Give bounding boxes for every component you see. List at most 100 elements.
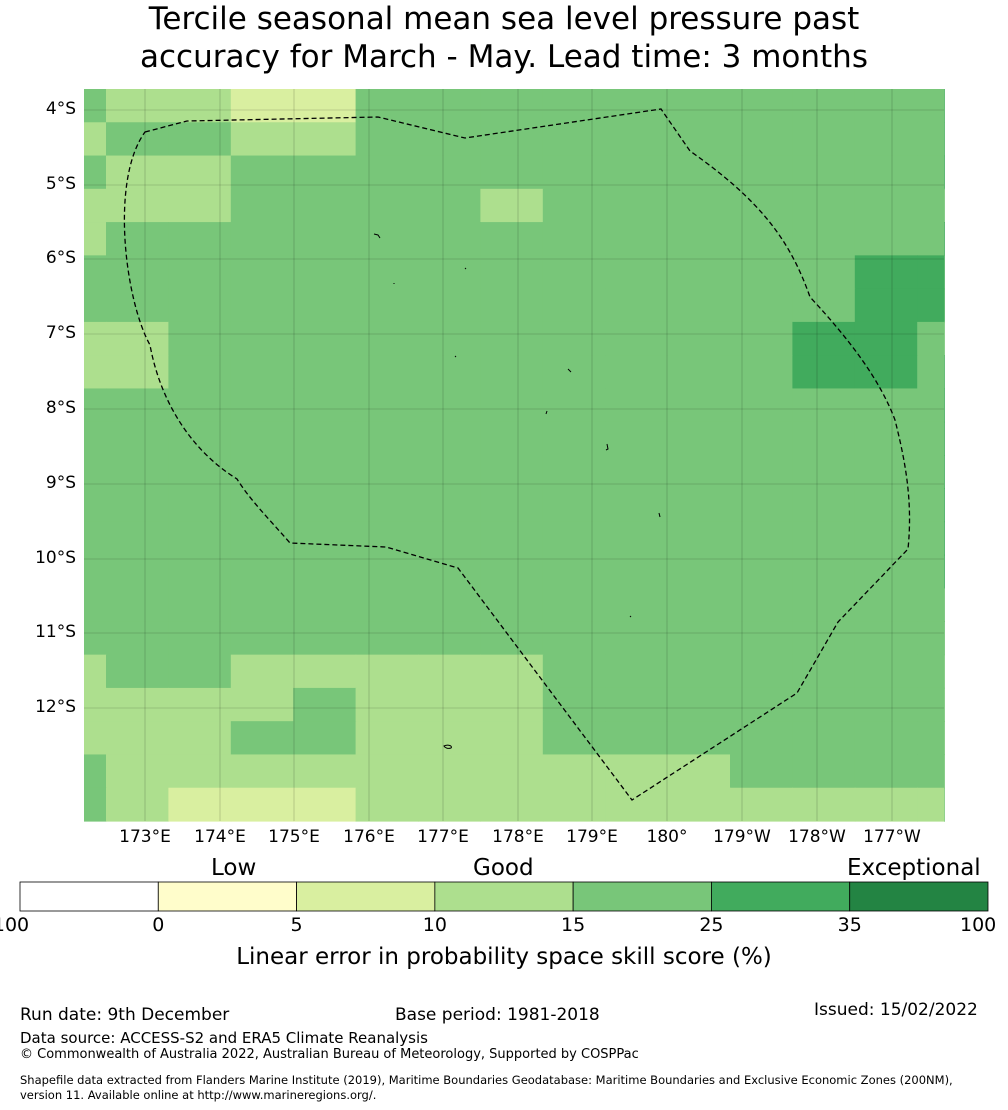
grid-cell [917, 455, 945, 489]
grid-cell [106, 787, 169, 822]
grid-cell [168, 488, 232, 523]
grid-cell [917, 321, 945, 356]
grid-cell [230, 621, 294, 656]
grid-cell [944, 122, 945, 157]
grid-cell [917, 621, 945, 656]
grid-cell [418, 288, 481, 323]
longitude-label: 175°E [268, 827, 320, 847]
grid-cell [84, 521, 107, 556]
grid-cell [605, 787, 669, 822]
grid-cell [84, 588, 107, 622]
grid-cell [480, 521, 544, 556]
grid-cell [917, 421, 945, 456]
latitude-label: 6°S [45, 248, 76, 268]
grid-cell [792, 188, 856, 223]
grid-cell [542, 488, 606, 523]
grid-cell [355, 621, 419, 656]
grid-cell [667, 388, 731, 423]
grid-cell [230, 89, 294, 123]
grid-cell [293, 554, 357, 589]
copyright: © Commonwealth of Australia 2022, Austra… [20, 1047, 639, 1062]
island-outlines [373, 233, 661, 749]
grid-cell [293, 455, 357, 489]
grid-cell [106, 188, 169, 223]
grid-cell [355, 721, 419, 756]
grid-cell [480, 488, 544, 523]
grid-cell [730, 621, 793, 656]
grid-cell [293, 355, 357, 390]
grid-cell [418, 388, 481, 423]
grid-cell [168, 122, 232, 157]
grid-cell [730, 355, 793, 390]
grid-cell [168, 421, 232, 456]
grid-cell [944, 355, 945, 390]
grid-cell [542, 654, 606, 689]
grid-cell [480, 222, 544, 256]
grid-cell [355, 89, 419, 123]
grid-cell [730, 588, 793, 622]
grid-cell [355, 521, 419, 556]
grid-cell [106, 155, 169, 190]
colorbar-segment [157, 881, 297, 912]
grid-cell [293, 521, 357, 556]
grid-cell [944, 554, 945, 589]
grid-cell [605, 687, 669, 722]
grid-cell [84, 621, 107, 656]
grid-cell [792, 255, 856, 290]
grid-cell [605, 188, 669, 223]
grid-cell [542, 122, 606, 157]
grid-cell [605, 455, 669, 489]
title-line-1: Tercile seasonal mean sea level pressure… [148, 1, 860, 37]
grid-cell [168, 455, 232, 489]
grid-cell [230, 355, 294, 390]
grid-cell [418, 588, 481, 622]
grid-cell [355, 554, 419, 589]
grid-cell [106, 288, 169, 323]
grid-cell [542, 721, 606, 756]
grid-cell [418, 188, 481, 223]
grid-cell [542, 188, 606, 223]
grid-cell [418, 321, 481, 356]
category-good: Good [473, 855, 534, 881]
grid-cell [917, 288, 945, 323]
grid-cell [944, 621, 945, 656]
grid-cell [944, 222, 945, 256]
grid-cell [730, 554, 793, 589]
grid-cell [418, 787, 481, 822]
grid-cell [917, 355, 945, 390]
grid-cell [854, 787, 918, 822]
grid-cell [917, 222, 945, 256]
colorbar [19, 881, 989, 912]
grid-cell [355, 321, 419, 356]
grid-cell [84, 687, 107, 722]
grid-cell [542, 255, 606, 290]
grid-cell [730, 288, 793, 323]
grid-cell [854, 355, 918, 390]
grid-cell [106, 355, 169, 390]
grid-cell [542, 388, 606, 423]
grid-cell [480, 288, 544, 323]
grid-cell [230, 188, 294, 223]
grid-cell [730, 721, 793, 756]
grid-cell [84, 255, 107, 290]
grid-cell [480, 654, 544, 689]
grid-cell [230, 754, 294, 789]
grid-cell [854, 721, 918, 756]
grid-cell [944, 288, 945, 323]
grid-cell [84, 188, 107, 223]
grid-cell [480, 355, 544, 390]
colorbar-segment [711, 881, 851, 912]
grid-cell [792, 155, 856, 190]
grid-cell [84, 321, 107, 356]
grid-cell [355, 687, 419, 722]
grid-cell [355, 388, 419, 423]
grid-cell [854, 554, 918, 589]
grid-cell [84, 122, 107, 157]
grid-cell [667, 654, 731, 689]
grid-cell [106, 588, 169, 622]
colorbar-tick-label: 5 [290, 914, 303, 936]
grid-cell [293, 388, 357, 423]
grid-cell [605, 554, 669, 589]
grid-cell [418, 355, 481, 390]
